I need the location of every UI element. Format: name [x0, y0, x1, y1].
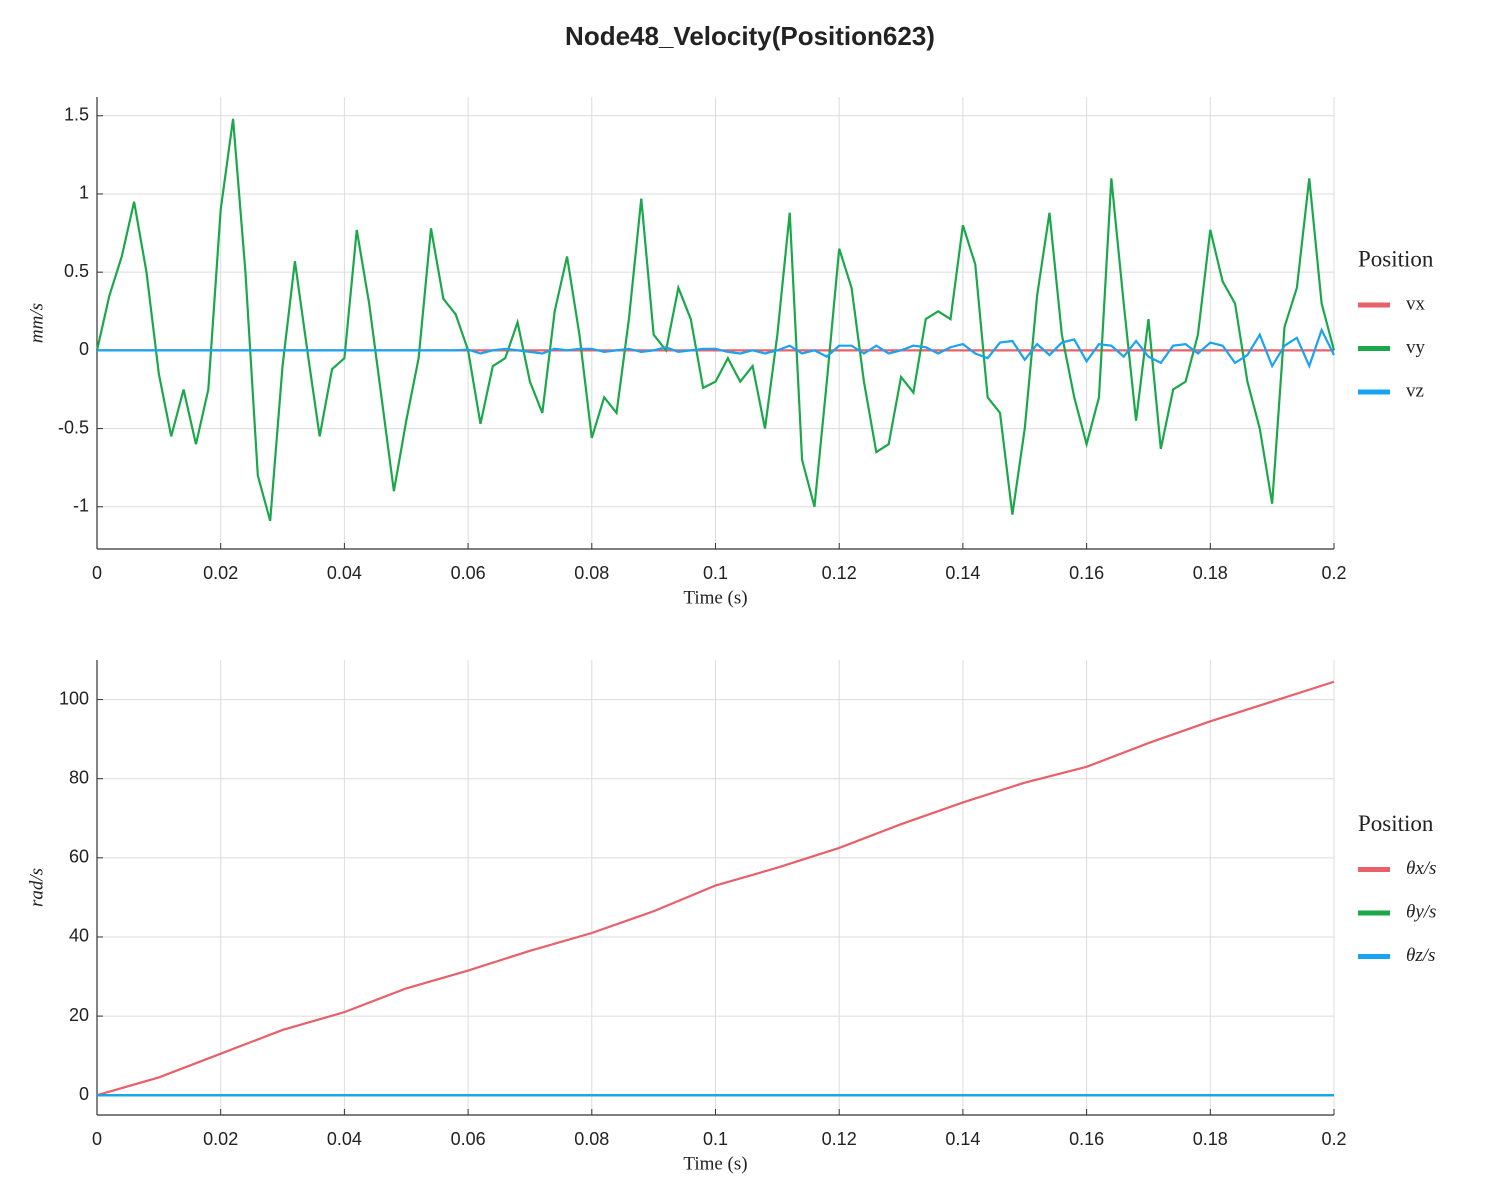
x-tick-label: 0.14: [945, 563, 980, 583]
legend-label: vz: [1406, 380, 1424, 401]
y-tick-label: 0: [79, 1084, 89, 1104]
x-axis-label: Time (s): [683, 1153, 747, 1174]
x-tick-label: 0.14: [945, 1129, 980, 1149]
legend-label: θy/s: [1406, 901, 1436, 922]
legend-label: θz/s: [1406, 945, 1435, 966]
x-tick-label: 0.18: [1193, 563, 1228, 583]
y-tick-label: 0.5: [64, 261, 89, 281]
x-tick-label: 0.2: [1321, 563, 1346, 583]
y-tick-label: 100: [59, 688, 89, 708]
x-tick-label: 0.08: [574, 563, 609, 583]
x-tick-label: 0.16: [1069, 563, 1104, 583]
legend-label: vy: [1406, 337, 1426, 358]
x-tick-label: 0: [92, 1129, 102, 1149]
legend-label: θx/s: [1406, 858, 1436, 879]
series-line: [95, 118, 1336, 522]
y-tick-label: 40: [69, 926, 89, 946]
y-tick-label: -0.5: [58, 417, 89, 437]
x-tick-label: 0.04: [327, 1129, 362, 1149]
x-tick-label: 0: [92, 563, 102, 583]
x-tick-label: 0.02: [203, 563, 238, 583]
legend-label: vx: [1406, 293, 1426, 314]
figure-title: Node48_Velocity(Position623): [565, 21, 935, 51]
legend-title: Position: [1358, 246, 1434, 271]
y-tick-label: 1: [79, 183, 89, 203]
x-tick-label: 0.08: [574, 1129, 609, 1149]
y-tick-label: 20: [69, 1005, 89, 1025]
x-tick-label: 0.02: [203, 1129, 238, 1149]
x-tick-label: 0.16: [1069, 1129, 1104, 1149]
x-tick-label: 0.12: [822, 1129, 857, 1149]
x-tick-label: 0.1: [703, 563, 728, 583]
y-axis-label: mm/s: [26, 303, 47, 343]
y-tick-label: 1.5: [64, 105, 89, 125]
y-axis-label: rad/s: [26, 868, 47, 907]
x-tick-label: 0.1: [703, 1129, 728, 1149]
y-tick-label: 80: [69, 767, 89, 787]
x-tick-label: 0.2: [1321, 1129, 1346, 1149]
y-tick-label: 60: [69, 847, 89, 867]
x-tick-label: 0.06: [451, 1129, 486, 1149]
x-tick-label: 0.06: [451, 563, 486, 583]
x-tick-label: 0.18: [1193, 1129, 1228, 1149]
x-tick-label: 0.04: [327, 563, 362, 583]
y-tick-label: 0: [79, 339, 89, 359]
series-line: [96, 680, 1335, 1097]
x-tick-label: 0.12: [822, 563, 857, 583]
series-line: [97, 327, 1335, 370]
legend-title: Position: [1358, 811, 1434, 836]
x-axis-label: Time (s): [683, 587, 747, 608]
y-tick-label: -1: [73, 496, 89, 516]
